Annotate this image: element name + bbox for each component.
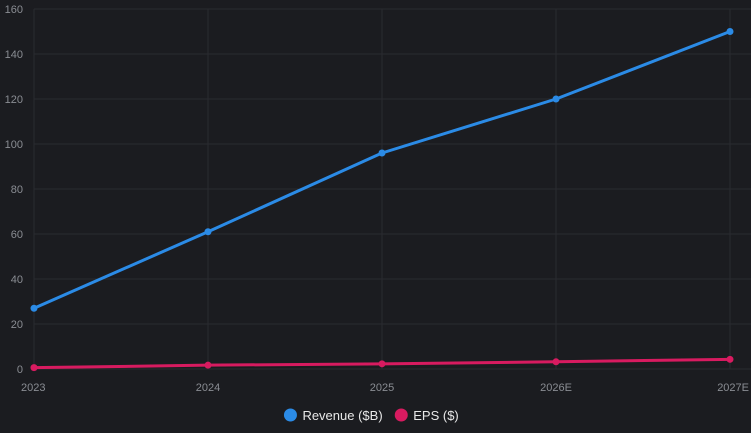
x-tick-label: 2024: [196, 382, 220, 394]
x-tick-label: 2026E: [540, 382, 572, 394]
y-tick-label: 80: [11, 184, 23, 196]
data-point[interactable]: [726, 355, 734, 363]
y-tick-label: 160: [5, 4, 23, 16]
y-tick-label: 120: [5, 94, 23, 106]
legend-label: EPS ($): [413, 408, 459, 423]
data-point[interactable]: [552, 358, 560, 366]
legend-marker: [394, 408, 408, 422]
x-tick-label: 2027E: [717, 382, 749, 394]
data-point[interactable]: [726, 28, 734, 35]
y-tick-label: 0: [17, 364, 23, 376]
legend-item[interactable]: EPS ($): [394, 408, 459, 423]
x-axis-ticks: 2023 2024 2025 2026E 2027E: [21, 382, 749, 394]
legend-label: Revenue ($B): [302, 408, 382, 423]
x-tick-label: 2023: [21, 382, 45, 394]
y-axis-ticks: 0 20 40 60 80 100 120 140 160: [5, 4, 23, 376]
series-0: [30, 28, 734, 312]
y-tick-label: 100: [5, 139, 23, 151]
y-tick-label: 140: [5, 49, 23, 61]
y-tick-label: 40: [11, 274, 23, 286]
legend[interactable]: Revenue ($B) EPS ($): [283, 408, 459, 423]
legend-item[interactable]: Revenue ($B): [283, 408, 383, 423]
y-tick-label: 60: [11, 229, 23, 241]
y-tick-label: 20: [11, 319, 23, 331]
data-point[interactable]: [204, 361, 212, 369]
series-layer: [30, 28, 734, 372]
legend-marker: [283, 408, 297, 422]
data-point[interactable]: [204, 228, 212, 236]
data-point[interactable]: [378, 149, 386, 157]
x-tick-label: 2025: [370, 382, 394, 394]
series-1: [30, 355, 734, 372]
data-point[interactable]: [30, 304, 38, 312]
data-point[interactable]: [552, 95, 560, 103]
data-point[interactable]: [30, 364, 38, 372]
grid-layer: [33, 8, 751, 370]
data-point[interactable]: [378, 360, 386, 368]
